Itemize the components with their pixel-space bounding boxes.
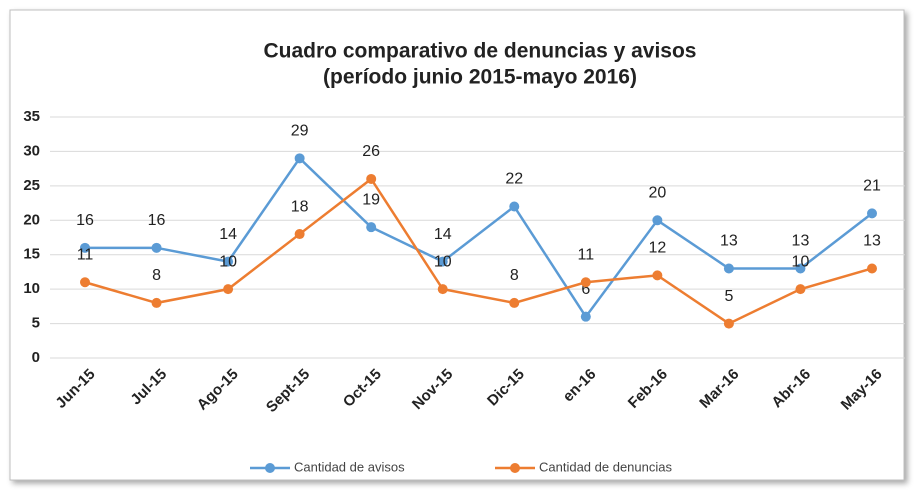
data-point (80, 242, 90, 253)
y-tick-label: 30 (23, 142, 40, 159)
data-label: 8 (510, 267, 519, 284)
data-point (867, 263, 877, 274)
data-label: 13 (720, 233, 738, 250)
y-tick-label: 20 (23, 211, 40, 228)
data-point (652, 215, 663, 226)
data-label: 13 (863, 233, 881, 250)
chart-subtitle: (período junio 2015-mayo 2016) (323, 66, 637, 89)
data-point (580, 311, 591, 322)
data-label: 10 (219, 253, 237, 270)
data-label: 20 (648, 185, 666, 202)
data-label: 16 (148, 212, 166, 229)
data-point (867, 208, 877, 219)
data-label: 29 (291, 123, 309, 140)
series-line (85, 156, 873, 319)
y-tick-label: 10 (23, 280, 40, 297)
legend-label: Cantidad de denuncias (539, 459, 672, 474)
data-label: 21 (863, 178, 881, 195)
data-point (723, 263, 734, 274)
data-point (437, 256, 448, 267)
y-tick-label: 0 (32, 349, 40, 366)
data-point (652, 270, 663, 281)
data-label: 18 (291, 198, 309, 215)
data-point (437, 284, 448, 295)
y-tick-label: 5 (32, 315, 40, 332)
data-label: 22 (505, 171, 523, 188)
data-label: 11 (578, 246, 595, 263)
data-point (723, 318, 734, 329)
data-label: 19 (362, 191, 380, 208)
data-label: 5 (724, 288, 733, 305)
data-point (509, 201, 520, 212)
legend-marker (265, 463, 275, 473)
data-point (223, 284, 234, 295)
data-point (294, 229, 305, 240)
data-label: 26 (362, 143, 380, 160)
data-point (795, 284, 806, 295)
data-point (366, 222, 377, 233)
series-line (84, 177, 873, 326)
data-label: 14 (219, 226, 237, 243)
data-point (366, 173, 377, 184)
data-point (795, 263, 806, 274)
data-point (223, 256, 234, 267)
legend-label: Cantidad de avisos (294, 459, 405, 474)
data-label: 11 (77, 246, 94, 263)
data-label: 12 (648, 240, 666, 257)
data-label: 10 (434, 253, 452, 270)
chart-title: Cuadro comparativo de denuncias y avisos (264, 40, 697, 63)
legend-marker (510, 463, 520, 473)
y-tick-label: 15 (23, 246, 40, 263)
data-point (294, 153, 305, 164)
data-point (580, 277, 591, 288)
data-label: 8 (152, 267, 161, 284)
data-label: 6 (581, 281, 590, 298)
y-tick-label: 35 (23, 108, 40, 125)
data-label: 14 (434, 226, 452, 243)
data-point (509, 297, 520, 308)
data-point (80, 277, 90, 288)
data-point (151, 242, 162, 253)
data-label: 13 (792, 233, 810, 250)
data-label: 16 (76, 212, 94, 229)
data-point (151, 297, 162, 308)
data-label: 10 (792, 253, 810, 270)
y-tick-label: 25 (23, 177, 40, 194)
